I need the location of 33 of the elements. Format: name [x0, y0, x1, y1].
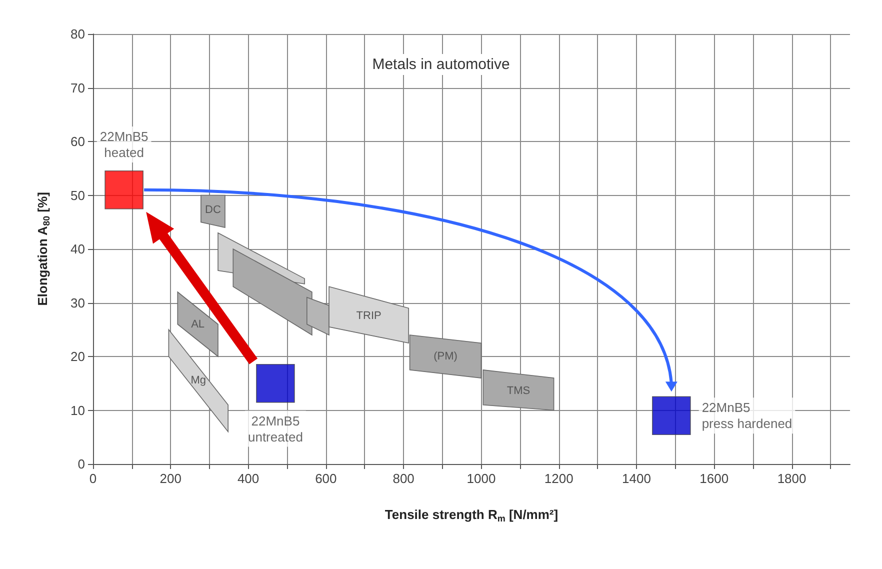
y-tick-label: 10 — [70, 402, 85, 418]
x-tick-label: 1200 — [544, 471, 574, 486]
series-label: 22MnB5 press hardened — [702, 400, 792, 432]
x-tick-label: 1800 — [777, 471, 806, 486]
y-tick-label: 40 — [70, 242, 85, 256]
point — [256, 364, 295, 403]
x-tick-label: 600 — [315, 471, 337, 486]
x-tick-label: 1600 — [700, 471, 729, 486]
y-tick-label: 50 — [70, 188, 85, 203]
x-tick-label: 400 — [237, 471, 260, 486]
series-label: 22MnB5 heated — [100, 128, 148, 160]
series-label: DC — [205, 204, 221, 216]
series-label: (PM) — [434, 350, 458, 362]
series-label: TRIP — [356, 310, 382, 322]
x-tick-label: 800 — [392, 471, 414, 486]
y-tick-label: 80 — [70, 26, 85, 42]
x-tick-label: 0 — [89, 471, 97, 486]
y-tick-label: 0 — [78, 456, 85, 472]
x-tick-label: 200 — [160, 471, 182, 486]
series-label: Mg — [190, 374, 206, 387]
series-label: TMS — [506, 384, 530, 397]
series-label: AL — [191, 318, 205, 330]
x-tick-label: 1400 — [622, 471, 651, 486]
y-tick-label: 20 — [70, 349, 85, 364]
text: Metals in automotive — [372, 56, 510, 73]
x-tick-label: 1000 — [466, 471, 496, 486]
y-tick-label: 30 — [70, 295, 85, 310]
y-tick-label: 60 — [70, 134, 85, 149]
point — [104, 170, 144, 210]
y-axis-title: Elongation A80 [%] — [35, 192, 52, 306]
series-label: 22MnB5 untreated — [248, 413, 303, 444]
y-tick-label: 70 — [70, 80, 85, 96]
point — [652, 396, 691, 436]
